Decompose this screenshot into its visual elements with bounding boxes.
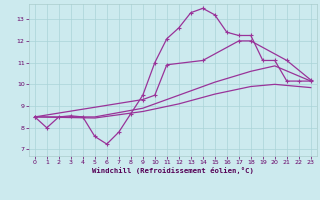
X-axis label: Windchill (Refroidissement éolien,°C): Windchill (Refroidissement éolien,°C) (92, 167, 254, 174)
